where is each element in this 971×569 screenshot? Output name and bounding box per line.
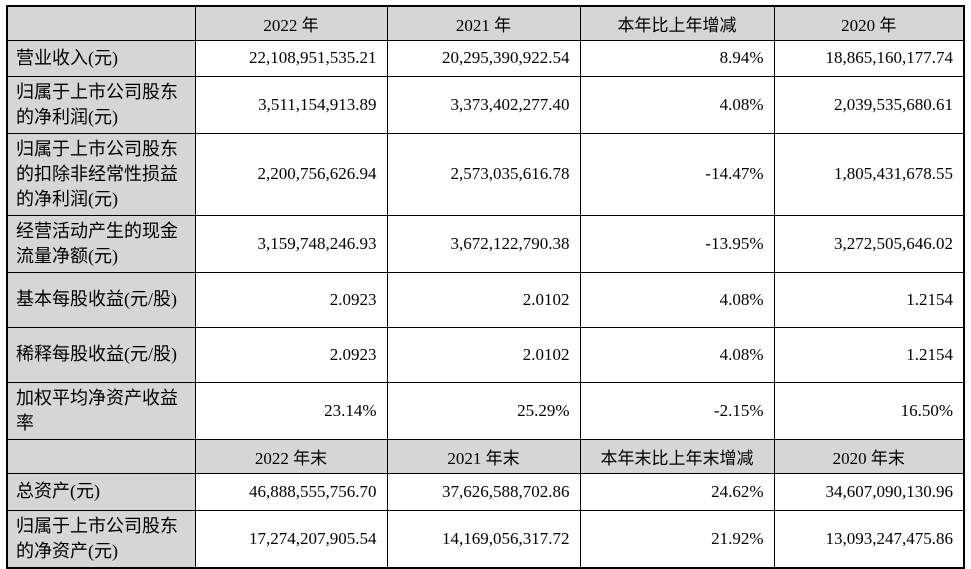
- value-cell: 17,274,207,905.54: [194, 509, 388, 568]
- metric-label-cell: 归属于上市公司股东的扣除非经常性损益的净利润(元): [6, 132, 196, 216]
- metric-label-cell: 加权平均净资产收益率: [6, 381, 196, 440]
- value-cell: 2.0923: [194, 326, 388, 383]
- value-cell: 3,159,748,246.93: [194, 214, 388, 273]
- metric-label-cell: 总资产(元): [6, 472, 196, 511]
- value-cell: 23.14%: [194, 381, 388, 440]
- corner-cell: [6, 438, 196, 474]
- yoy-change-cell: 24.62%: [579, 472, 775, 511]
- yoy-change-cell: 4.08%: [579, 75, 775, 134]
- value-cell: 3,672,122,790.38: [386, 214, 581, 273]
- yoy-change-cell: 4.08%: [579, 326, 775, 383]
- header-cell-2022-end: 2022 年末: [194, 438, 388, 474]
- header-cell-year-end-change: 本年末比上年末增减: [579, 438, 775, 474]
- table-row: 稀释每股收益(元/股) 2.0923 2.0102 4.08% 1.2154: [6, 326, 965, 383]
- value-cell: 2,573,035,616.78: [386, 132, 581, 216]
- value-cell: 25.29%: [386, 381, 581, 440]
- yoy-change-cell: 8.94%: [579, 39, 775, 77]
- value-cell: 34,607,090,130.96: [773, 472, 965, 511]
- metric-label-cell: 经营活动产生的现金流量净额(元): [6, 214, 196, 273]
- value-cell: 2,200,756,626.94: [194, 132, 388, 216]
- value-cell: 14,169,056,317.72: [386, 509, 581, 568]
- yoy-change-cell: 4.08%: [579, 271, 775, 328]
- value-cell: 2.0923: [194, 271, 388, 328]
- value-cell: 2.0102: [386, 271, 581, 328]
- header-cell-2022: 2022 年: [194, 5, 388, 41]
- metric-label-cell: 归属于上市公司股东的净资产(元): [6, 509, 196, 568]
- yoy-change-cell: 21.92%: [579, 509, 775, 568]
- yoy-change-cell: -14.47%: [579, 132, 775, 216]
- table-row: 营业收入(元) 22,108,951,535.21 20,295,390,922…: [6, 39, 965, 77]
- value-cell: 3,272,505,646.02: [773, 214, 965, 273]
- yoy-change-cell: -2.15%: [579, 381, 775, 440]
- table-header-row-year-end: 2022 年末 2021 年末 本年末比上年末增减 2020 年末: [6, 438, 965, 474]
- table-row: 经营活动产生的现金流量净额(元) 3,159,748,246.93 3,672,…: [6, 214, 965, 273]
- header-cell-2020-end: 2020 年末: [773, 438, 965, 474]
- header-cell-2021-end: 2021 年末: [386, 438, 581, 474]
- metric-label-cell: 基本每股收益(元/股): [6, 271, 196, 328]
- value-cell: 1,805,431,678.55: [773, 132, 965, 216]
- financial-summary-table: 2022 年 2021 年 本年比上年增减 2020 年 营业收入(元) 22,…: [6, 5, 965, 569]
- metric-label-cell: 营业收入(元): [6, 39, 196, 77]
- yoy-change-cell: -13.95%: [579, 214, 775, 273]
- header-cell-2020: 2020 年: [773, 5, 965, 41]
- header-cell-yoy-change: 本年比上年增减: [579, 5, 775, 41]
- value-cell: 20,295,390,922.54: [386, 39, 581, 77]
- table-row: 归属于上市公司股东的扣除非经常性损益的净利润(元) 2,200,756,626.…: [6, 132, 965, 216]
- value-cell: 3,511,154,913.89: [194, 75, 388, 134]
- table-row: 基本每股收益(元/股) 2.0923 2.0102 4.08% 1.2154: [6, 271, 965, 328]
- header-cell-2021: 2021 年: [386, 5, 581, 41]
- value-cell: 1.2154: [773, 271, 965, 328]
- corner-cell: [6, 5, 196, 41]
- value-cell: 1.2154: [773, 326, 965, 383]
- table-row: 归属于上市公司股东的净利润(元) 3,511,154,913.89 3,373,…: [6, 75, 965, 134]
- table-header-row-annual: 2022 年 2021 年 本年比上年增减 2020 年: [6, 5, 965, 41]
- value-cell: 16.50%: [773, 381, 965, 440]
- value-cell: 2.0102: [386, 326, 581, 383]
- table-row: 归属于上市公司股东的净资产(元) 17,274,207,905.54 14,16…: [6, 509, 965, 568]
- value-cell: 13,093,247,475.86: [773, 509, 965, 568]
- value-cell: 3,373,402,277.40: [386, 75, 581, 134]
- table-row: 总资产(元) 46,888,555,756.70 37,626,588,702.…: [6, 472, 965, 511]
- value-cell: 46,888,555,756.70: [194, 472, 388, 511]
- value-cell: 37,626,588,702.86: [386, 472, 581, 511]
- metric-label-cell: 归属于上市公司股东的净利润(元): [6, 75, 196, 134]
- metric-label-cell: 稀释每股收益(元/股): [6, 326, 196, 383]
- value-cell: 22,108,951,535.21: [194, 39, 388, 77]
- table-row: 加权平均净资产收益率 23.14% 25.29% -2.15% 16.50%: [6, 381, 965, 440]
- value-cell: 18,865,160,177.74: [773, 39, 965, 77]
- value-cell: 2,039,535,680.61: [773, 75, 965, 134]
